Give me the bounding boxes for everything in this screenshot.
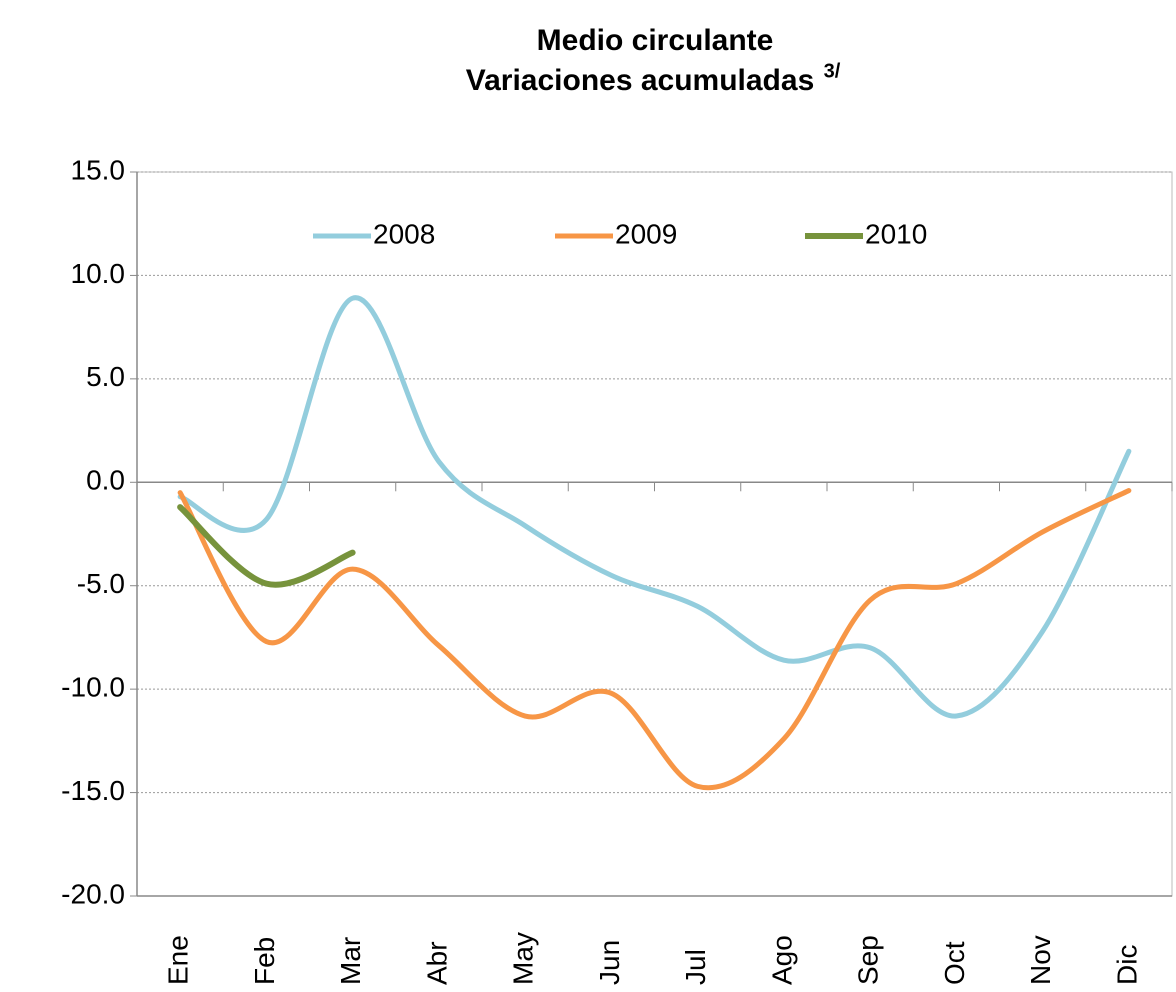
x-tick-label: Jun (594, 940, 625, 985)
y-tick-label: -5.0 (77, 568, 125, 599)
y-tick-label: -10.0 (61, 672, 125, 703)
chart-title: Medio circulante (537, 24, 774, 57)
series-line (177, 488, 1132, 791)
x-tick-label: May (508, 932, 539, 985)
x-tick-label: Jul (680, 949, 711, 985)
x-tick-label: Ago (766, 935, 797, 985)
x-tick-label: Abr (421, 941, 452, 985)
x-tick-label: Mar (335, 937, 366, 985)
y-tick-label: -15.0 (61, 775, 125, 806)
series-line (177, 295, 1132, 719)
x-tick-label: Sep (853, 935, 884, 985)
y-tick-label: 0.0 (86, 465, 125, 496)
x-tick-label: Feb (249, 937, 280, 985)
x-tick-label: Dic (1111, 945, 1142, 985)
subtitle-note: 3/ (824, 60, 841, 82)
x-tick-label: Nov (1025, 935, 1056, 985)
x-tick-label: Ene (163, 935, 194, 985)
legend-label: 2008 (373, 218, 435, 249)
y-tick-label: -20.0 (61, 878, 125, 909)
y-tick-label: 15.0 (71, 154, 126, 185)
series-line (177, 504, 356, 588)
plot-area (136, 171, 1173, 897)
legend-label: 2009 (615, 218, 677, 249)
chart-subtitle: Variaciones acumuladas (466, 64, 815, 97)
y-tick-label: 10.0 (71, 258, 126, 289)
legend-label: 2010 (865, 218, 927, 249)
y-tick-label: 5.0 (86, 361, 125, 392)
x-tick-label: Oct (939, 941, 970, 985)
